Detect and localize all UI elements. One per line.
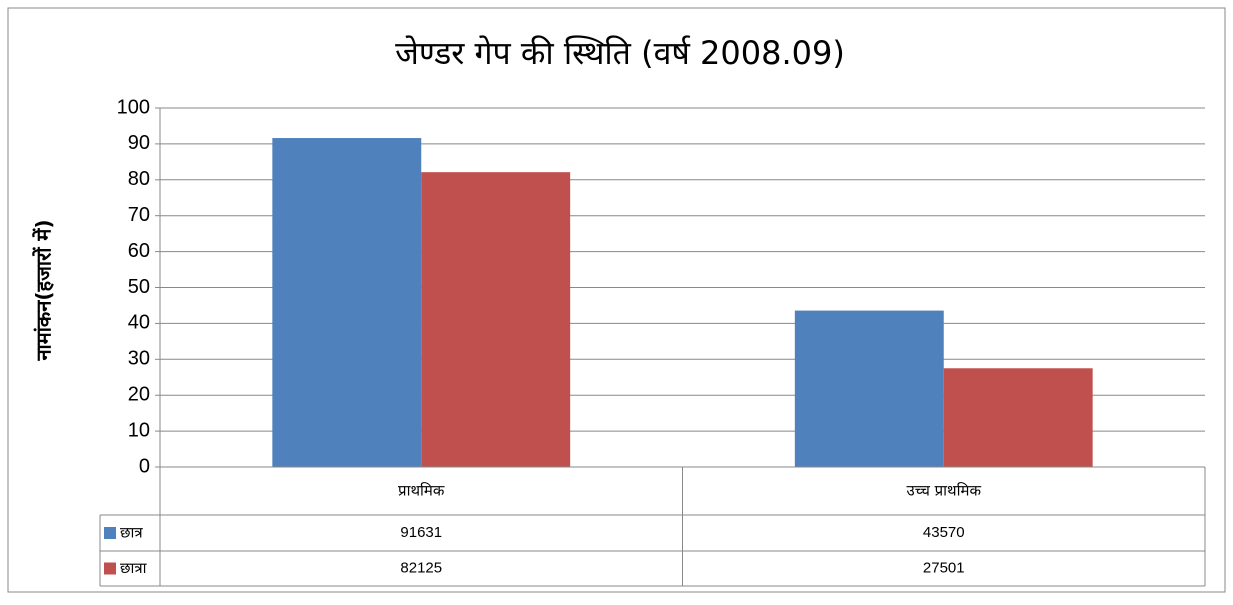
y-tick-label: 40 [128, 312, 150, 334]
table-value: 43570 [923, 524, 965, 541]
chart-border [7, 7, 1226, 593]
x-tick-label: उच्च प्राथमिक [906, 482, 981, 500]
y-tick-label: 60 [128, 240, 150, 262]
legend-label: छात्र [120, 524, 143, 542]
y-tick-label: 20 [128, 383, 150, 405]
y-tick-label: 90 [128, 132, 150, 154]
legend-swatch [104, 562, 116, 575]
x-tick-label: प्राथमिक [398, 482, 445, 500]
y-axis-label: नामांकन(हजारों में) [32, 219, 56, 361]
chart-title: जेण्डर गेप की स्थिति (वर्ष 2008.09) [395, 34, 845, 72]
legend-label: छात्रा [120, 559, 148, 577]
y-tick-label: 30 [128, 348, 150, 370]
y-tick-label: 10 [128, 419, 150, 441]
y-tick-label: 50 [128, 276, 150, 298]
table-value: 82125 [400, 559, 442, 576]
bar [794, 310, 944, 467]
y-tick-label: 0 [139, 455, 150, 477]
bar [421, 172, 571, 467]
table-value: 27501 [923, 559, 965, 576]
y-tick-label: 80 [128, 168, 150, 190]
y-tick-label: 70 [128, 204, 150, 226]
legend-swatch [104, 527, 116, 539]
table-value: 91631 [400, 524, 442, 541]
y-tick-label: 100 [117, 96, 150, 118]
bar [272, 138, 422, 467]
bar [943, 368, 1093, 467]
